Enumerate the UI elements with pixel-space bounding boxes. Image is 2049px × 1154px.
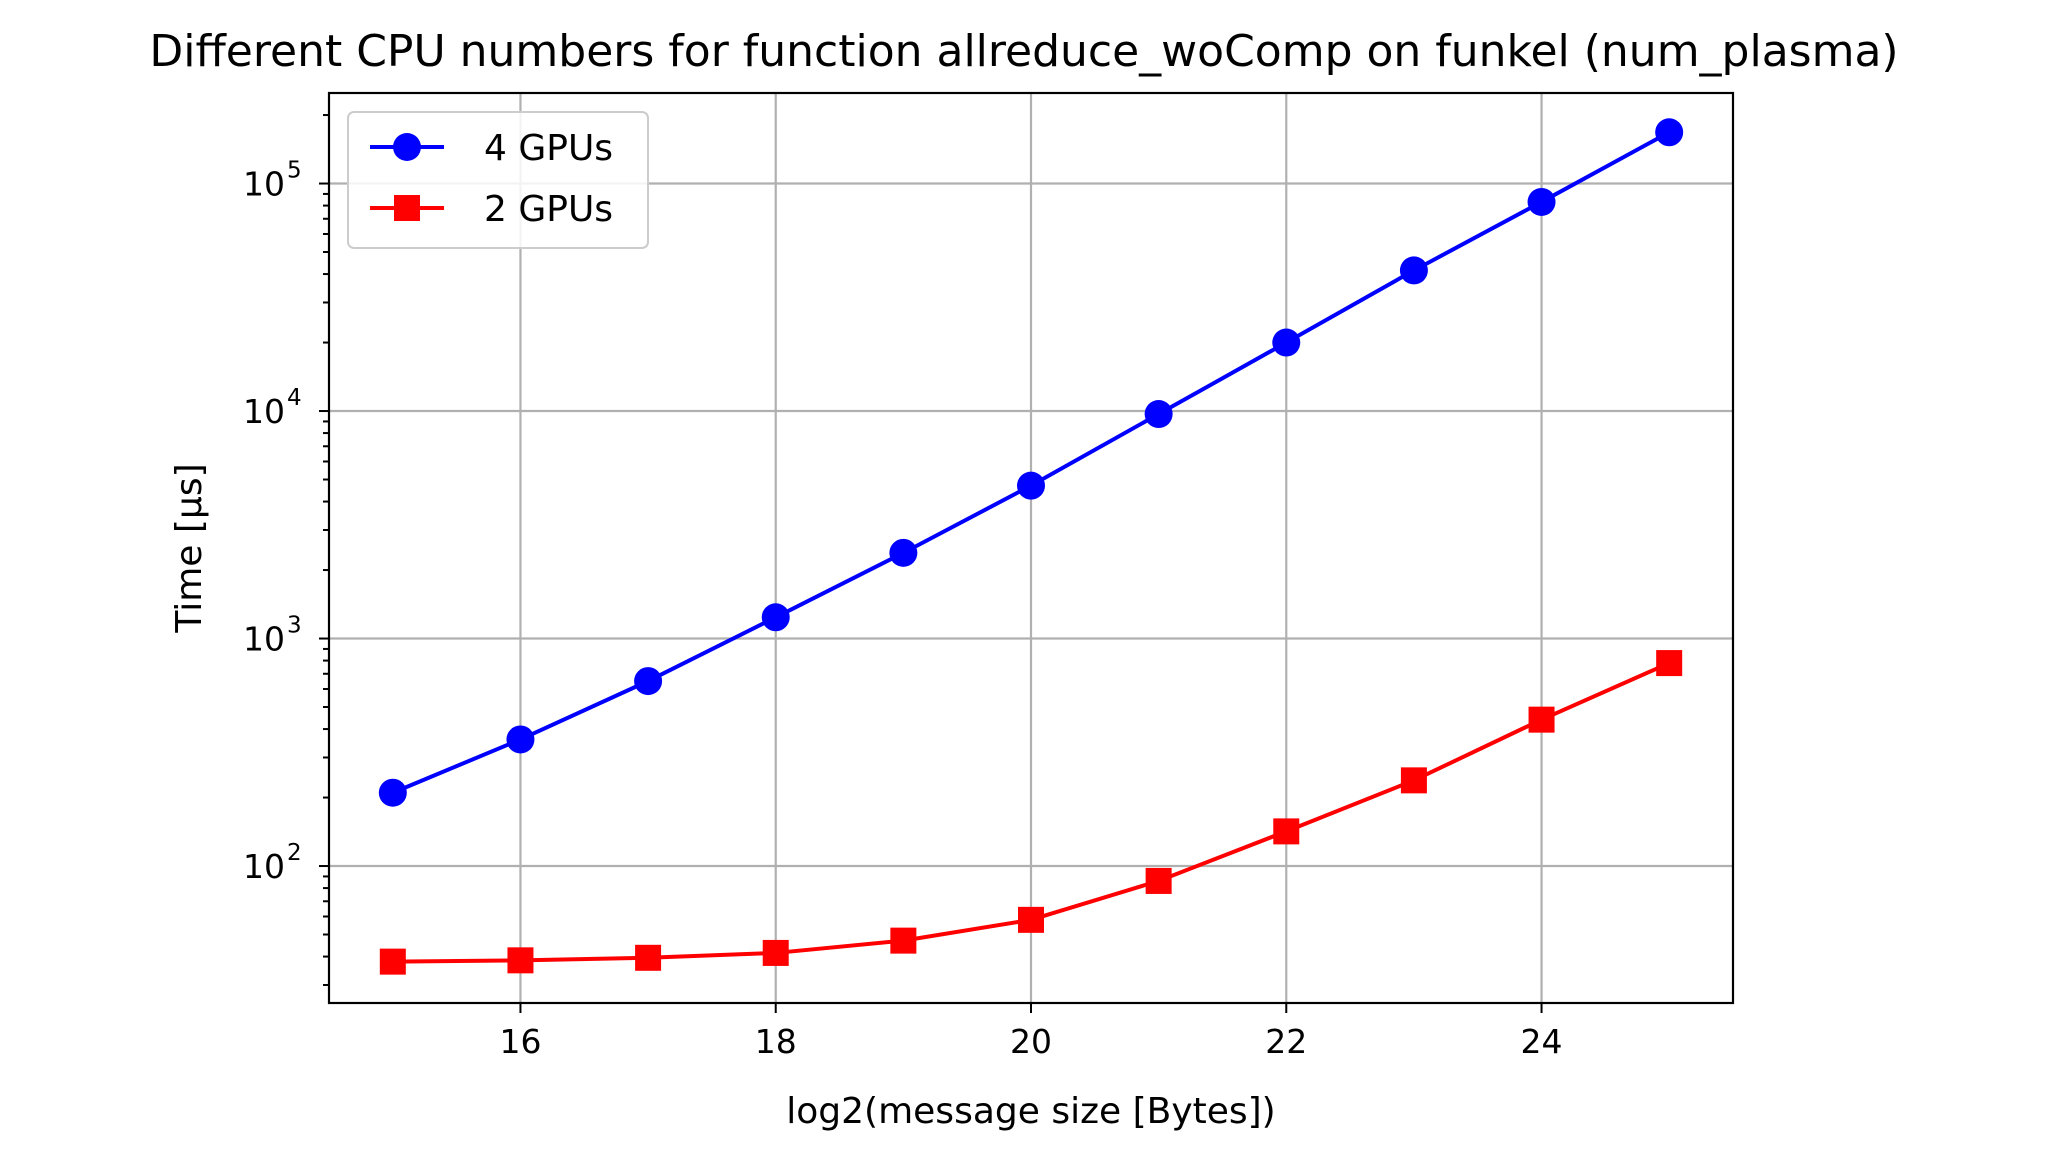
y-tick-label: 10 3 bbox=[243, 613, 302, 659]
data-point bbox=[635, 945, 661, 971]
y-tick-label-base: 10 bbox=[243, 165, 285, 204]
data-point bbox=[506, 725, 534, 753]
x-tick-label: 20 bbox=[1010, 1022, 1052, 1061]
x-tick-label: 16 bbox=[499, 1022, 541, 1061]
data-point bbox=[380, 949, 406, 975]
data-point bbox=[1273, 818, 1299, 844]
x-tick-label: 18 bbox=[755, 1022, 797, 1061]
y-tick-label-exponent: 2 bbox=[287, 840, 302, 866]
legend-marker bbox=[394, 195, 420, 221]
data-point bbox=[1529, 707, 1555, 733]
y-tick-label-base: 10 bbox=[243, 392, 285, 431]
data-point bbox=[379, 779, 407, 807]
data-point bbox=[1018, 907, 1044, 933]
data-point bbox=[1272, 329, 1300, 357]
y-tick-label-exponent: 5 bbox=[287, 158, 302, 184]
data-point bbox=[1146, 868, 1172, 894]
y-axis-label: Time [µs] bbox=[169, 463, 210, 633]
legend-label: 4 GPUs bbox=[484, 128, 613, 169]
legend-label: 2 GPUs bbox=[484, 189, 613, 230]
y-tick-label-base: 10 bbox=[243, 620, 285, 659]
x-tick-label: 24 bbox=[1521, 1022, 1563, 1061]
y-tick-label-exponent: 3 bbox=[287, 613, 302, 639]
data-point bbox=[1655, 118, 1683, 146]
y-tick-label: 10 4 bbox=[243, 385, 302, 431]
data-point bbox=[1017, 472, 1045, 500]
data-point bbox=[1656, 650, 1682, 676]
x-tick-label: 22 bbox=[1265, 1022, 1307, 1061]
data-point bbox=[634, 667, 662, 695]
x-axis-label: log2(message size [Bytes]) bbox=[786, 1091, 1275, 1132]
legend-marker bbox=[393, 133, 421, 161]
data-point bbox=[1401, 767, 1427, 793]
y-tick-label-exponent: 4 bbox=[287, 385, 302, 411]
data-point bbox=[889, 539, 917, 567]
legend: 4 GPUs 2 GPUs bbox=[348, 112, 648, 248]
data-point bbox=[890, 928, 916, 954]
y-tick-label: 10 2 bbox=[243, 840, 302, 886]
chart-title: Different CPU numbers for function allre… bbox=[149, 26, 1898, 77]
data-point bbox=[763, 940, 789, 966]
data-point bbox=[1145, 400, 1173, 428]
data-point bbox=[507, 947, 533, 973]
data-point bbox=[1400, 256, 1428, 284]
data-point bbox=[1528, 188, 1556, 216]
data-point bbox=[762, 603, 790, 631]
y-tick-label-base: 10 bbox=[243, 847, 285, 886]
y-tick-label: 10 5 bbox=[243, 158, 302, 204]
